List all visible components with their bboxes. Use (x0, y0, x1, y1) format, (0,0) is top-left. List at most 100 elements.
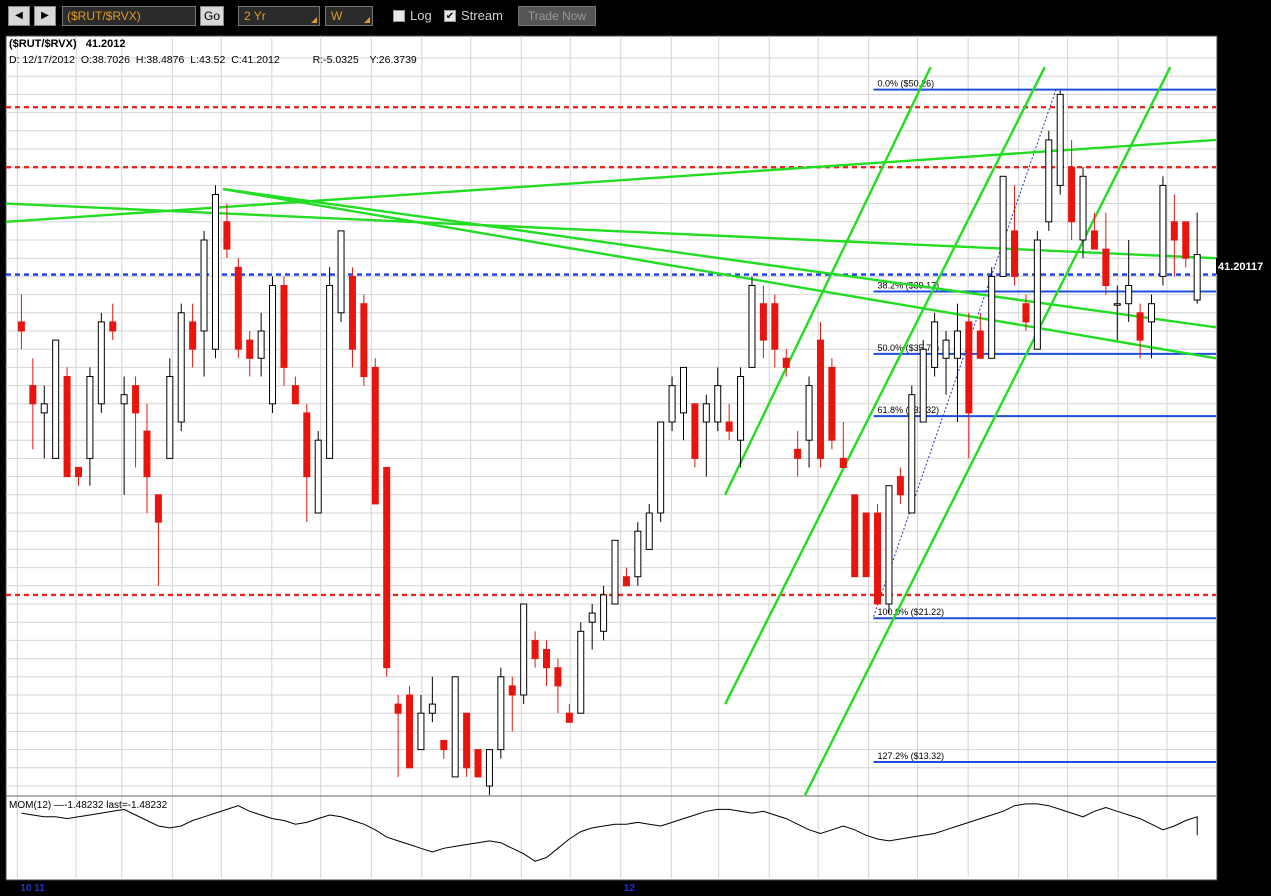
y-tick-label: 46 (1220, 163, 1232, 174)
go-button[interactable]: Go (200, 6, 224, 26)
candle (211, 185, 219, 359)
candle-body (691, 403, 699, 459)
y-tick-label: 21 (1220, 618, 1232, 629)
x-tick-label: Aug (971, 883, 989, 894)
candle (1159, 176, 1167, 286)
candle (577, 622, 585, 714)
candle (805, 376, 813, 468)
y-tick-label: 12 (1220, 782, 1232, 793)
y-tick-label: 27 (1220, 509, 1232, 520)
candle-body (839, 457, 847, 468)
y-tick-label: 44 (1220, 200, 1232, 211)
candle-body (965, 321, 973, 414)
candle (885, 485, 893, 614)
candle-body (816, 339, 824, 459)
candle-body (622, 576, 630, 587)
candle (645, 503, 653, 550)
candle (406, 685, 414, 769)
candle-body (428, 703, 436, 714)
header-year: Y:26.3739 (369, 54, 416, 66)
y-tick-label: 47 (1220, 145, 1232, 156)
x-tick-label: Jul (324, 883, 337, 894)
candle-body (931, 321, 939, 368)
candle-body (17, 321, 25, 332)
candle-body (657, 421, 665, 514)
log-checkbox[interactable] (393, 10, 405, 22)
candle (109, 303, 117, 341)
candle-body (177, 312, 185, 423)
candle-body (1022, 303, 1030, 323)
candle-body (782, 357, 790, 368)
chart-toolbar: ◀ ▶ ($RUT/$RVX) Go 2 Yr W Log ✔ Stream T… (0, 0, 1271, 34)
trendline (803, 66, 1172, 796)
stream-checkbox[interactable]: ✔ (444, 10, 456, 22)
candle-body (189, 321, 197, 350)
y-tick-label: 13 (1220, 764, 1232, 775)
y-tick-label: 28 (1220, 491, 1232, 502)
forward-button[interactable]: ▶ (34, 6, 56, 26)
candle (40, 385, 48, 459)
price-tag: 41.20117 (1218, 261, 1263, 273)
candle-body (702, 403, 710, 423)
candle-body (406, 694, 414, 769)
candle-body (919, 348, 927, 423)
candle (428, 676, 436, 723)
candle (189, 303, 197, 368)
x-tick-label: Feb (79, 883, 97, 894)
candle-body (246, 339, 254, 359)
candle (737, 367, 745, 468)
svg-text:D: 12/17/2012 O:38.7026: D: 12/17/2012 O:38.7026 H:38.4876 L:43.5… (9, 54, 417, 66)
x-tick-label: Feb (674, 883, 692, 894)
y-tick-label: 22 (1220, 600, 1232, 611)
y-tick-label: 34 (1220, 382, 1232, 393)
candle (565, 704, 573, 723)
fib-level-label: 50.0% ($35.74) (878, 343, 940, 353)
y-tick-label: 37 (1220, 327, 1232, 338)
y-tick-label: 26 (1220, 527, 1232, 538)
y-tick-label: 24 (1220, 564, 1232, 575)
candle (1056, 90, 1064, 195)
candle-body (314, 439, 322, 514)
y-tick-label: 51 (1220, 72, 1232, 83)
candle-body (1113, 303, 1121, 306)
y-tick-label: 39 (1220, 291, 1232, 302)
interval-select[interactable]: W (325, 6, 373, 26)
candle-body (440, 740, 448, 751)
candle (17, 294, 25, 350)
candle-body (86, 376, 94, 459)
candle-body (1170, 221, 1178, 241)
candle (166, 358, 174, 459)
y-tick-label: 36 (1220, 345, 1232, 356)
x-tick-label: Nov (1121, 883, 1139, 894)
candle-body (120, 394, 128, 405)
candle-body (348, 275, 356, 350)
svg-text:($RUT/$RVX) 41.2012: ($RUT/$RVX) 41.2012 (9, 38, 125, 50)
candle (1182, 221, 1190, 268)
candle (1148, 294, 1156, 359)
candle (86, 367, 94, 486)
candle (1022, 294, 1030, 331)
candle (508, 676, 516, 732)
x-tick-label: 10 11 (20, 883, 45, 894)
trendline (222, 187, 1217, 360)
candle (679, 366, 687, 441)
y-tick-label: 48 (1220, 127, 1232, 138)
y-tick-label: 43 (1220, 218, 1232, 229)
candle-body (1125, 285, 1133, 305)
symbol-input[interactable]: ($RUT/$RVX) (62, 6, 196, 26)
candle (657, 421, 665, 523)
candle (177, 303, 185, 432)
candle-body (851, 494, 859, 578)
candle (314, 431, 322, 514)
back-button[interactable]: ◀ (8, 6, 30, 26)
candle (1033, 230, 1041, 350)
period-select[interactable]: 2 Yr (238, 6, 320, 26)
candle (440, 740, 448, 759)
trendline (724, 66, 932, 496)
candle-body (303, 412, 311, 478)
y-tick-label: 50 (1220, 90, 1232, 101)
candle (1113, 285, 1121, 341)
trade-now-button[interactable]: Trade Now (518, 6, 596, 26)
candle-body (805, 385, 813, 441)
candle-body (714, 385, 722, 423)
